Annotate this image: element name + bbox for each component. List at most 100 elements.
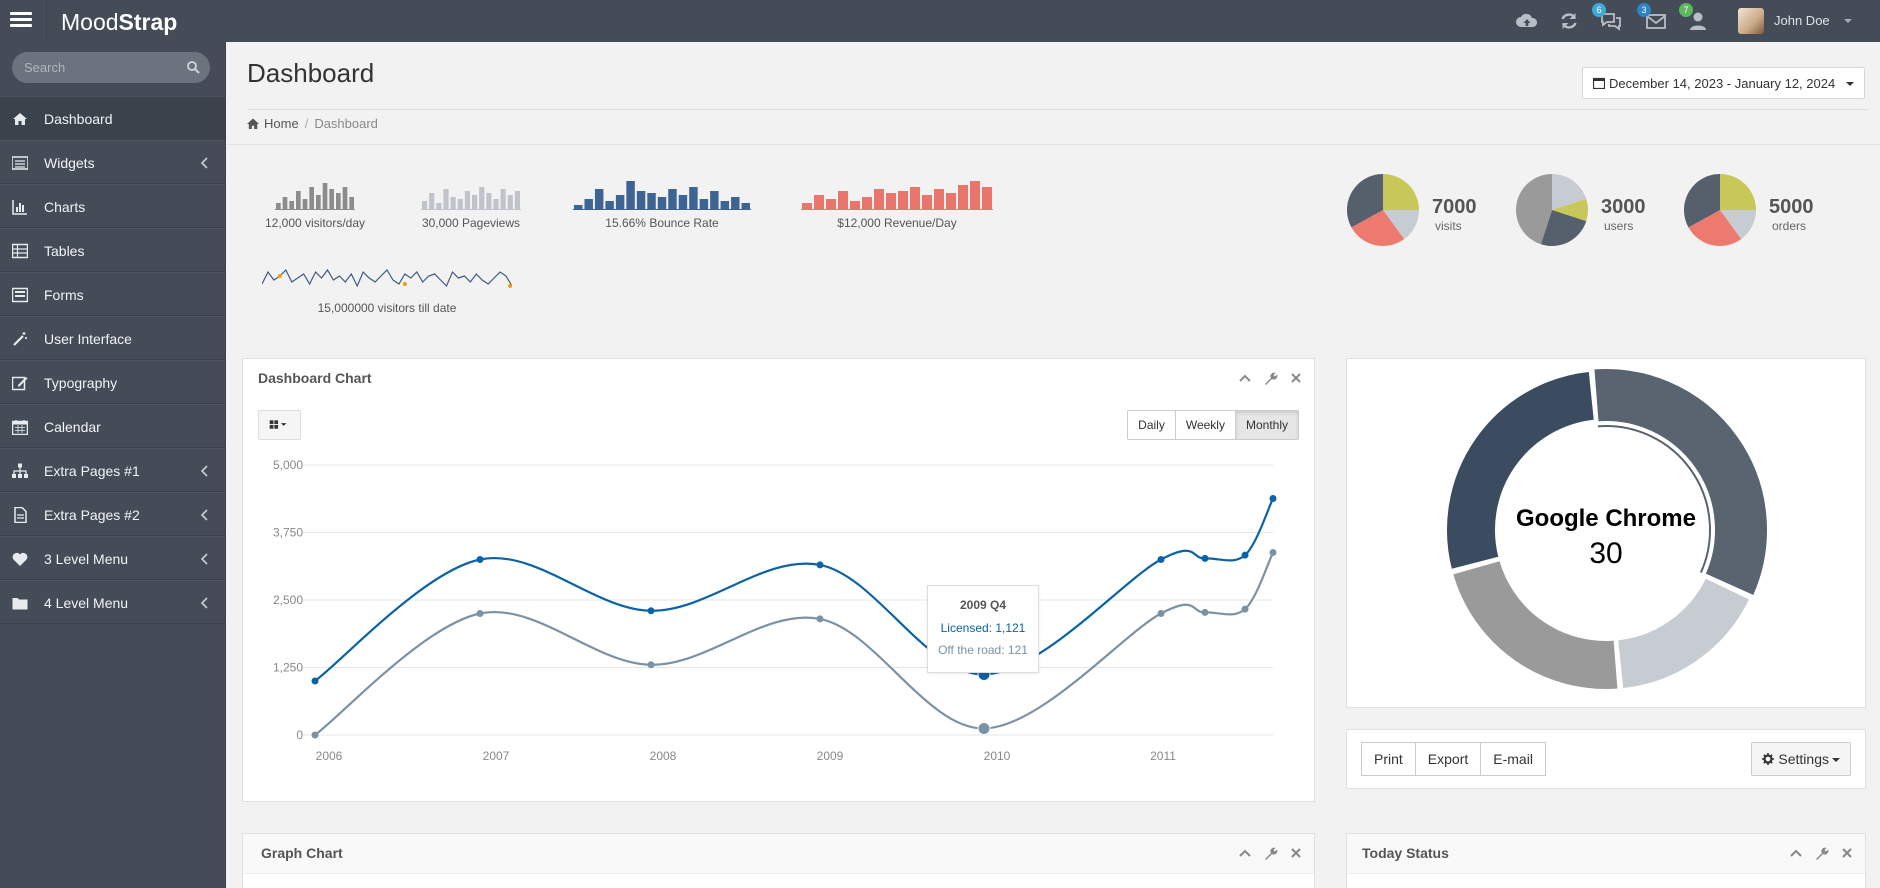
- donut-highlight: [1597, 425, 1711, 573]
- cloud-upload-icon[interactable]: [1516, 10, 1538, 32]
- wrench-icon[interactable]: [1262, 845, 1278, 861]
- email-button[interactable]: E-mail: [1480, 742, 1546, 776]
- breadcrumb: Home / Dashboard: [247, 116, 378, 131]
- sparkline-bar: [814, 195, 824, 209]
- sparkline-bar: [322, 183, 328, 209]
- sparkline-bar: [838, 191, 848, 209]
- sparkline-bar: [946, 193, 956, 209]
- period-monthly-button[interactable]: Monthly: [1234, 410, 1299, 440]
- sparkline-bar: [457, 199, 463, 209]
- wrench-icon[interactable]: [1813, 845, 1829, 861]
- sparkline-bar: [668, 189, 677, 209]
- data-point: [311, 731, 319, 739]
- mail-icon[interactable]: 3: [1637, 3, 1667, 32]
- pie-label: visits: [1435, 219, 1462, 233]
- sidebar-item-label: Extra Pages #1: [44, 463, 140, 479]
- wrench-icon[interactable]: [1262, 370, 1278, 386]
- sparkline-bounce-rate: 15.66% Bounce Rate: [567, 176, 757, 230]
- sidebar-item-extra-pages-1[interactable]: Extra Pages #1: [0, 448, 225, 492]
- sparkline-bar: [486, 193, 492, 209]
- period-weekly-button[interactable]: Weekly: [1174, 410, 1236, 440]
- magic-wand-icon: [13, 332, 27, 346]
- sparkline-bar: [689, 187, 698, 209]
- today-status-panel: Today Status: [1346, 833, 1866, 888]
- sidebar-item-extra-pages-2[interactable]: Extra Pages #2: [0, 492, 225, 536]
- brand-bold: Strap: [118, 9, 178, 35]
- sparkline-bar: [826, 199, 836, 209]
- settings-button[interactable]: Settings: [1751, 742, 1851, 776]
- chart-tooltip: 2009 Q4 Licensed: 1,121 Off the road: 12…: [927, 585, 1039, 673]
- chevron-up-icon[interactable]: [1237, 370, 1253, 386]
- forms-icon: [12, 287, 28, 303]
- sidebar-item-tables[interactable]: Tables: [0, 228, 225, 272]
- sidebar-item-label: Extra Pages #2: [44, 507, 140, 523]
- chevron-down-icon: [1832, 758, 1840, 762]
- divider: [226, 144, 1880, 145]
- comments-icon[interactable]: 6: [1592, 3, 1622, 32]
- user-icon[interactable]: 7: [1679, 3, 1709, 32]
- sidebar-item-calendar[interactable]: Calendar: [0, 404, 225, 448]
- date-range-picker[interactable]: December 14, 2023 - January 12, 2024: [1582, 67, 1865, 99]
- sparkline-bar: [472, 195, 478, 209]
- close-icon[interactable]: [1839, 845, 1855, 861]
- x-tick-label: 2007: [483, 749, 510, 763]
- sidebar-item-widgets[interactable]: Widgets: [0, 140, 225, 184]
- sidebar-menu: Dashboard Widgets Charts Tables Forms Us…: [0, 96, 225, 624]
- bar-chart-icon: [12, 200, 27, 215]
- sparkline-bar: [636, 191, 646, 209]
- sparkline-line: [262, 268, 512, 288]
- refresh-icon[interactable]: [1558, 10, 1580, 32]
- panel-header: [1347, 834, 1865, 874]
- sparkline-bar: [507, 195, 513, 209]
- chevron-up-icon[interactable]: [1788, 845, 1804, 861]
- close-icon[interactable]: [1288, 845, 1304, 861]
- breadcrumb-home[interactable]: Home: [264, 116, 299, 131]
- search-icon[interactable]: [186, 60, 200, 74]
- pie-slice: [1351, 210, 1405, 246]
- avatar: [1738, 8, 1764, 34]
- sparkline-bar: [720, 201, 730, 209]
- panel-header: [243, 834, 1314, 874]
- pie-slice: [1688, 210, 1742, 246]
- sparkline-bar: [982, 187, 992, 209]
- print-button[interactable]: Print: [1361, 742, 1416, 776]
- sparkline-visitors-till-date: 15,000000 visitors till date: [262, 258, 512, 315]
- period-daily-button[interactable]: Daily: [1127, 410, 1176, 440]
- chevron-left-icon: [201, 509, 208, 521]
- chevron-down-icon: [1846, 82, 1854, 86]
- sidebar-item-user-interface[interactable]: User Interface: [0, 316, 225, 360]
- sidebar-item-typography[interactable]: Typography: [0, 360, 225, 404]
- sparkline-bar: [626, 181, 635, 209]
- data-point: [476, 556, 484, 563]
- data-point: [1269, 494, 1277, 502]
- data-point: [1269, 548, 1277, 556]
- sidebar-item-4-level-menu[interactable]: 4 Level Menu: [0, 580, 225, 624]
- sidebar-item-label: 3 Level Menu: [44, 551, 129, 567]
- sidebar-item-3-level-menu[interactable]: 3 Level Menu: [0, 536, 225, 580]
- users-badge: 7: [1679, 3, 1693, 17]
- sidebar-item-forms[interactable]: Forms: [0, 272, 225, 316]
- file-icon: [14, 507, 27, 523]
- sparkline-bar: [276, 203, 281, 209]
- pie-users: 3000 users: [1512, 170, 1672, 250]
- sidebar-item-dashboard[interactable]: Dashboard: [0, 96, 225, 140]
- pie-slice: [1383, 210, 1419, 240]
- chevron-up-icon[interactable]: [1237, 845, 1253, 861]
- search-input[interactable]: [12, 52, 182, 83]
- divider: [46, 0, 47, 42]
- sparkline-bar: [910, 187, 920, 209]
- panel-tools: [1782, 845, 1855, 861]
- data-point: [1157, 610, 1165, 617]
- sparkline-bar: [342, 187, 348, 209]
- view-toggle-button[interactable]: [258, 410, 301, 440]
- pie-chart: [1516, 174, 1588, 246]
- close-icon[interactable]: [1288, 370, 1304, 386]
- donut-segment: [1445, 369, 1596, 572]
- menu-toggle-icon[interactable]: [10, 9, 32, 31]
- export-button[interactable]: Export: [1414, 742, 1482, 776]
- sparkline-bar: [289, 201, 294, 209]
- sidebar-item-charts[interactable]: Charts: [0, 184, 225, 228]
- brand-logo[interactable]: MoodStrap: [61, 9, 177, 36]
- list-icon: [12, 156, 28, 170]
- sparkline-bars: [421, 187, 521, 210]
